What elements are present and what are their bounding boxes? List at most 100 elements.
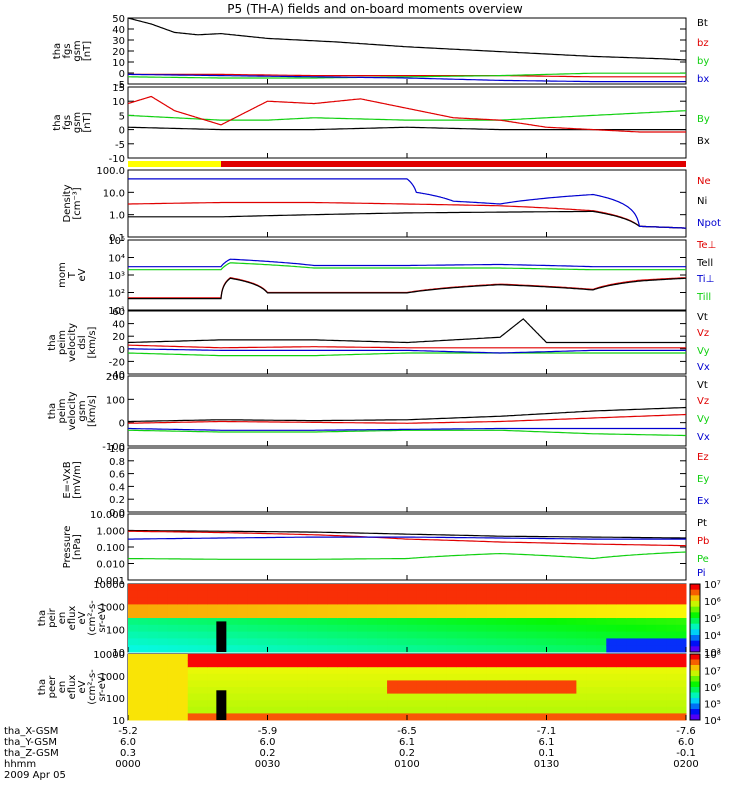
heatmap-cell	[297, 713, 308, 721]
heatmap-cell	[496, 638, 508, 646]
heatmap-cell	[446, 693, 458, 701]
heatmap-cell	[506, 713, 518, 721]
heatmap-cell	[676, 638, 687, 646]
heatmap-cell	[197, 660, 209, 668]
heatmap-cell	[606, 604, 617, 612]
heatmap-cell	[157, 660, 169, 668]
heatmap-cell	[247, 631, 259, 639]
heatmap-cell	[436, 654, 448, 662]
y-tick-label: 10	[112, 97, 125, 108]
heatmap-cell	[197, 687, 209, 695]
heatmap-cell	[377, 645, 388, 653]
heatmap-cell	[137, 713, 149, 721]
heatmap-cell	[317, 667, 328, 675]
heatmap-cell	[137, 700, 149, 708]
heatmap-cell	[317, 700, 328, 708]
heatmap-cell	[456, 713, 468, 721]
heatmap-cell	[516, 660, 528, 668]
heatmap-cell	[616, 700, 627, 708]
heatmap-cell	[606, 645, 617, 653]
heatmap-cell	[426, 660, 438, 668]
heatmap-cell	[666, 618, 677, 626]
heatmap-cell	[556, 713, 567, 721]
heatmap-cell	[436, 618, 448, 626]
heatmap-cell	[496, 667, 508, 675]
heatmap-cell	[506, 673, 518, 681]
heatmap-cell	[257, 673, 268, 681]
heatmap-cell	[167, 667, 179, 675]
panel-peer	[127, 653, 701, 721]
colorbar-swatch	[690, 646, 700, 653]
series-line-Tell	[128, 277, 686, 300]
heatmap-cell	[247, 638, 259, 646]
heatmap-cell	[287, 654, 298, 662]
y-tick-label: 10²	[108, 289, 125, 300]
x-axis-value: 0.1	[539, 748, 555, 759]
heatmap-cell	[128, 693, 139, 701]
heatmap-cell	[277, 604, 288, 612]
heatmap-cell	[626, 693, 637, 701]
colorbar-swatch	[690, 618, 700, 625]
heatmap-cell	[506, 611, 518, 619]
colorbar-swatch	[690, 601, 700, 608]
heatmap-peer	[128, 654, 687, 721]
y-tick-label: 0.1	[109, 233, 125, 244]
heatmap-cell	[466, 611, 478, 619]
heatmap-cell	[277, 597, 288, 605]
mode-bar	[128, 161, 686, 167]
heatmap-cell	[307, 654, 318, 662]
heatmap-cell	[486, 687, 498, 695]
heatmap-cell	[397, 693, 408, 701]
heatmap-cell	[247, 673, 259, 681]
heatmap-cell	[317, 631, 328, 639]
colorbar-swatch	[690, 635, 700, 642]
heatmap-cell	[516, 631, 528, 639]
heatmap-cell	[297, 624, 308, 633]
heatmap-cell	[347, 645, 358, 653]
heatmap-cell	[277, 638, 288, 646]
heatmap-cell	[566, 660, 577, 668]
heatmap-cell	[167, 624, 179, 633]
heatmap-cell	[636, 597, 647, 605]
heatmap-cell	[257, 687, 268, 695]
heatmap-cell	[626, 645, 637, 653]
series-line-Vt	[127, 318, 686, 344]
heatmap-cell	[576, 618, 587, 626]
heatmap-cell	[357, 654, 368, 662]
heatmap-cell	[456, 693, 468, 701]
heatmap-cell	[197, 700, 209, 708]
heatmap-cell	[247, 584, 259, 592]
heatmap-cell	[546, 680, 557, 688]
heatmap-cell	[656, 638, 667, 646]
heatmap-cell	[606, 624, 617, 633]
heatmap-cell	[506, 693, 518, 701]
heatmap-cell	[566, 618, 577, 626]
heatmap-cell	[177, 645, 189, 653]
heatmap-cell	[566, 638, 577, 646]
heatmap-cell	[247, 645, 259, 653]
heatmap-cell	[556, 680, 567, 688]
heatmap-cell	[227, 713, 239, 721]
heatmap-cell	[247, 604, 259, 612]
heatmap-cell	[486, 667, 498, 675]
heatmap-cell	[466, 645, 478, 653]
heatmap-cell	[576, 660, 587, 668]
y-tick-label: 0.6	[109, 470, 125, 481]
heatmap-cell	[177, 624, 189, 633]
y-tick-label: 10.000	[90, 510, 125, 521]
heatmap-cell	[456, 645, 468, 653]
heatmap-cell	[177, 673, 189, 681]
heatmap-cell	[476, 673, 488, 681]
heatmap-cell	[526, 667, 538, 675]
heatmap-cell	[327, 618, 338, 626]
y-tick-label: 100	[106, 625, 125, 636]
heatmap-cell	[397, 597, 408, 605]
heatmap-cell	[526, 638, 538, 646]
heatmap-cell	[267, 584, 278, 592]
heatmap-cell	[177, 618, 189, 626]
heatmap-cell	[207, 660, 219, 668]
heatmap-cell	[646, 604, 657, 612]
heatmap-cell	[187, 680, 199, 688]
heatmap-cell	[556, 645, 567, 653]
heatmap-cell	[676, 687, 687, 695]
